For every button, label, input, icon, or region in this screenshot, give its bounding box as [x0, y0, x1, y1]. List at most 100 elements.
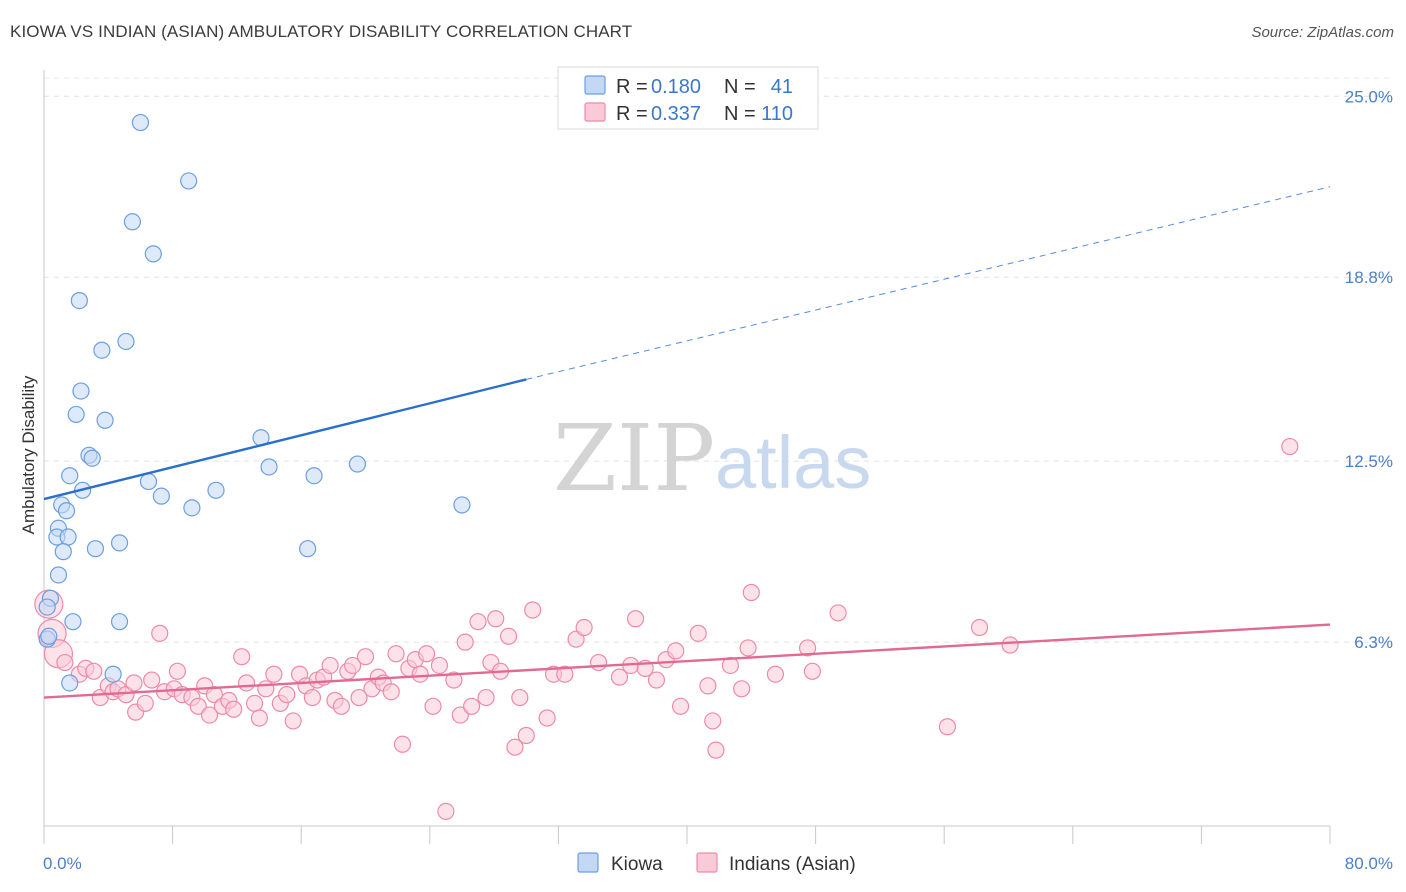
indians-point-19	[168, 662, 187, 680]
series-kiowa-points	[38, 113, 471, 692]
trend-lines	[43, 186, 1331, 699]
source-label: Source: ZipAtlas.com	[1251, 24, 1394, 41]
indians-point-80	[567, 630, 585, 648]
indians-point-105	[1001, 636, 1019, 654]
kiowa-point-13	[260, 458, 278, 476]
indians-point-67	[469, 613, 487, 631]
indians-point-45	[332, 697, 350, 715]
y-tick-label-1: 12.5%	[1345, 452, 1393, 471]
indians-point-101	[803, 662, 821, 680]
y-tick-label-2: 18.8%	[1345, 268, 1393, 287]
indians-point-54	[387, 645, 405, 663]
kiowa-point-2	[123, 213, 142, 231]
indians-point-75	[517, 726, 535, 745]
indians-point-28	[225, 700, 243, 718]
indians-point-22	[189, 697, 207, 715]
indians-point-12	[125, 674, 143, 692]
kiowa-point-20	[152, 487, 170, 505]
indians-point-104	[970, 618, 989, 637]
indians-point-94	[707, 741, 725, 759]
indians-point-98	[742, 583, 760, 602]
indians-point-91	[689, 624, 707, 642]
kiowa-point-1	[180, 172, 198, 190]
indians-point-14	[136, 694, 154, 713]
kiowa-point-29	[86, 540, 105, 558]
kiowa-point-23	[183, 499, 201, 517]
kiowa-point-24	[57, 502, 76, 520]
x-tick-label-0: 0.0%	[43, 854, 82, 873]
kiowa-point-7	[72, 382, 90, 400]
watermark-atlas: atlas	[715, 421, 871, 504]
indians-point-61	[430, 656, 449, 675]
watermark: ZIP atlas	[553, 405, 871, 512]
indians-point-49	[356, 648, 375, 666]
kiowa-point-34	[38, 598, 56, 616]
legend-n-label-kiowa: N =	[724, 76, 756, 98]
kiowa-point-4	[70, 291, 88, 310]
indians-point-90	[671, 697, 690, 715]
indians-point-31	[245, 694, 264, 713]
kiowa-point-40	[40, 627, 58, 645]
legend-r-value-kiowa: 0.180	[651, 76, 701, 98]
y-axis-label: Ambulatory Disability	[19, 375, 38, 534]
kiowa-trend-extension	[526, 186, 1331, 380]
indians-point-99	[766, 665, 785, 683]
gridlines	[44, 77, 1394, 643]
indians-point-16	[151, 624, 169, 642]
indians-point-87	[647, 671, 666, 689]
legend-swatch-indians	[584, 102, 606, 122]
legend-swatch-kiowa	[584, 75, 606, 95]
indians-point-92	[699, 677, 717, 695]
indians-point-77	[538, 709, 556, 727]
y-tick-label-0: 6.3%	[1354, 633, 1393, 652]
indians-point-62	[437, 802, 455, 821]
legend-r-label-kiowa: R =	[616, 76, 648, 98]
legend-r-label-indians: R =	[616, 103, 648, 125]
kiowa-point-6	[93, 341, 111, 359]
indians-point-70	[487, 610, 505, 628]
indians-point-63	[445, 671, 463, 689]
kiowa-point-19	[207, 481, 225, 499]
indians-point-24	[200, 706, 219, 724]
indians-point-66	[462, 697, 481, 715]
indians-point-89	[667, 642, 685, 660]
kiowa-point-9	[96, 411, 114, 429]
indians-point-40	[303, 688, 322, 707]
legend-r-value-indians: 0.337	[651, 103, 701, 125]
chart-title: KIOWA VS INDIAN (ASIAN) AMBULATORY DISAB…	[10, 22, 633, 41]
indians-point-47	[344, 656, 362, 675]
kiowa-point-35	[110, 613, 129, 631]
kiowa-point-8	[67, 405, 85, 424]
kiowa-point-27	[59, 528, 77, 546]
indians-point-103	[938, 718, 957, 736]
indians-point-59	[417, 645, 436, 663]
indians-point-102	[829, 604, 847, 622]
kiowa-point-0	[131, 113, 150, 132]
indians-point-65	[456, 633, 474, 651]
indians-point-85	[626, 610, 645, 628]
indians-point-81	[575, 618, 593, 637]
tick-labels: 6.3% 12.5% 18.8% 25.0% 0.0% 80.0%	[43, 87, 1393, 873]
indians-point-58	[411, 665, 429, 683]
indians-point-11	[117, 686, 135, 704]
bottom-legend-swatch-indians	[696, 852, 718, 873]
bottom-legend: Kiowa Indians (Asian)	[577, 852, 856, 875]
indians-point-96	[733, 680, 751, 698]
kiowa-point-3	[144, 245, 162, 263]
y-tick-label-3: 25.0%	[1345, 87, 1393, 106]
indians-point-32	[250, 709, 269, 727]
x-tick-label-1: 80.0%	[1345, 854, 1393, 873]
kiowa-point-22	[453, 496, 471, 514]
indians-point-106	[1281, 437, 1299, 456]
indians-point-6	[85, 662, 103, 680]
indians-point-73	[506, 738, 524, 756]
bottom-legend-label-indians: Indians (Asian)	[729, 854, 856, 875]
indians-point-15	[143, 671, 161, 689]
legend: R = 0.180 N = 41 R = 0.337 N = 110	[557, 66, 819, 130]
indians-point-72	[499, 627, 518, 645]
indians-point-60	[424, 697, 442, 715]
kiowa-point-14	[348, 455, 367, 473]
indians-point-53	[382, 683, 400, 701]
kiowa-point-30	[54, 543, 72, 561]
indians-point-79	[556, 665, 574, 683]
